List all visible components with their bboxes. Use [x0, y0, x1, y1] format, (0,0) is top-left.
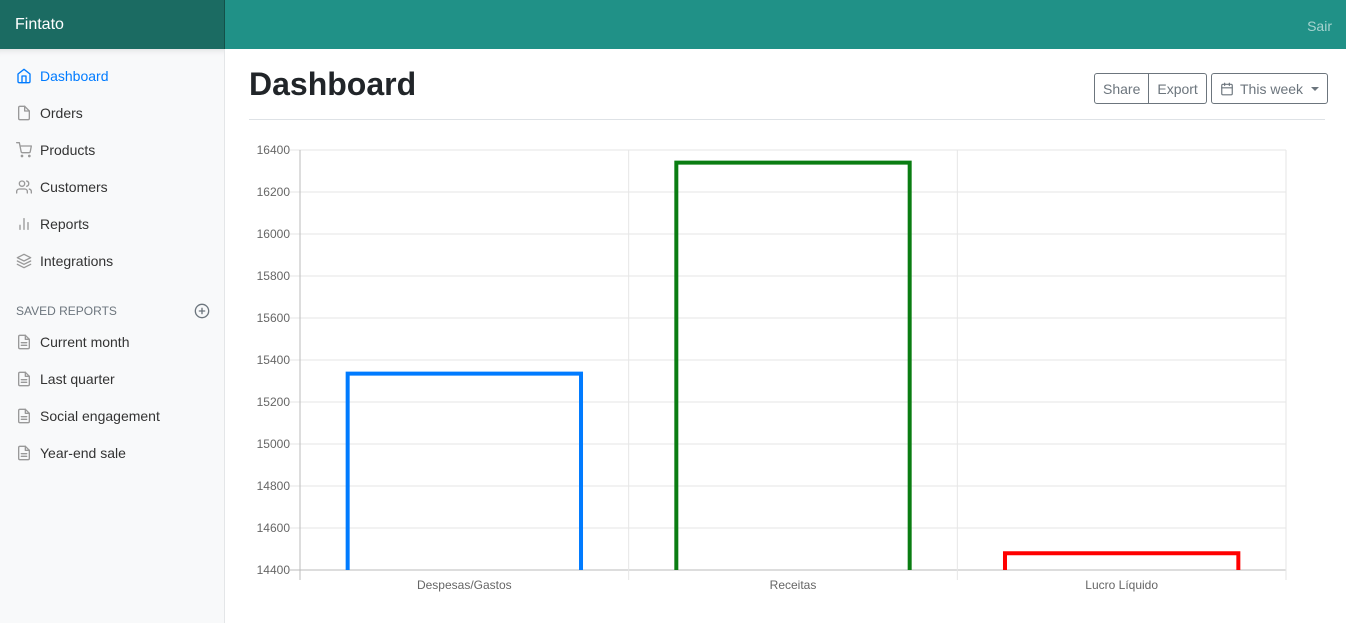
brand-logo[interactable]: Fintato	[0, 0, 225, 49]
y-tick-label: 16400	[257, 143, 291, 157]
sidebar-item-label: Dashboard	[40, 67, 109, 84]
y-tick-label: 14600	[257, 521, 291, 535]
file-text-icon	[16, 334, 32, 350]
export-button[interactable]: Export	[1149, 73, 1207, 104]
sidebar-item-label: Products	[40, 141, 96, 158]
saved-report-label: Year-end sale	[40, 444, 126, 461]
saved-report-social-engagement[interactable]: Social engagement	[0, 397, 224, 434]
saved-report-label: Social engagement	[40, 407, 160, 424]
file-icon	[16, 105, 32, 121]
share-export-group: Share Export	[1094, 73, 1207, 104]
file-text-icon	[16, 445, 32, 461]
caret-down-icon	[1311, 86, 1320, 91]
layers-icon	[16, 253, 32, 269]
cart-icon	[16, 141, 32, 158]
plus-circle-icon[interactable]	[194, 303, 210, 319]
sidebar-item-customers[interactable]: Customers	[0, 168, 224, 205]
y-tick-label: 15000	[257, 437, 291, 451]
file-text-icon	[16, 408, 32, 424]
period-dropdown[interactable]: This week	[1211, 73, 1329, 104]
sidebar-item-products[interactable]: Products	[0, 131, 224, 168]
top-navbar: Fintato Sair	[0, 0, 1346, 49]
bar-chart-icon	[16, 216, 32, 232]
saved-report-label: Last quarter	[40, 370, 115, 387]
users-icon	[16, 179, 32, 195]
sidebar-item-label: Orders	[40, 104, 83, 121]
y-tick-label: 15600	[257, 311, 291, 325]
sidebar-item-label: Integrations	[40, 252, 114, 269]
sidebar-item-dashboard[interactable]: Dashboard	[0, 57, 224, 94]
saved-report-label: Current month	[40, 333, 130, 350]
y-tick-label: 14400	[257, 563, 291, 577]
home-icon	[16, 68, 32, 84]
signout-link[interactable]: Sair	[1307, 18, 1332, 34]
sidebar-item-orders[interactable]: Orders	[0, 94, 224, 131]
sidebar-item-label: Customers	[40, 178, 108, 195]
y-tick-label: 14800	[257, 479, 291, 493]
saved-report-current-month[interactable]: Current month	[0, 323, 224, 360]
x-tick-label: Receitas	[770, 578, 817, 592]
sidebar-item-integrations[interactable]: Integrations	[0, 242, 224, 279]
saved-reports-heading: Saved reports	[16, 302, 210, 320]
x-tick-label: Despesas/Gastos	[417, 578, 512, 592]
sidebar-item-label: Reports	[40, 215, 90, 232]
bar-2[interactable]	[1002, 551, 1241, 570]
bar-1[interactable]	[674, 160, 912, 570]
saved-report-year-end-sale[interactable]: Year-end sale	[0, 434, 224, 471]
share-button[interactable]: Share	[1094, 73, 1150, 104]
saved-report-last-quarter[interactable]: Last quarter	[0, 360, 224, 397]
header-divider	[249, 119, 1325, 120]
calendar-icon	[1220, 82, 1234, 96]
saved-reports-title: Saved reports	[16, 304, 117, 318]
y-tick-label: 15800	[257, 269, 291, 283]
y-tick-label: 15400	[257, 353, 291, 367]
bar-0[interactable]	[345, 371, 584, 570]
file-text-icon	[16, 371, 32, 387]
period-label: This week	[1240, 80, 1304, 97]
sidebar: Dashboard Orders Products Customers Repo…	[0, 49, 225, 623]
bar-chart: 16400 16200 16000 15800 15600 15400 15200 15000…	[257, 143, 1287, 592]
y-tick-label: 16000	[257, 227, 291, 241]
sidebar-item-reports[interactable]: Reports	[0, 205, 224, 242]
page-title: Dashboard	[249, 66, 417, 102]
y-tick-label: 16200	[257, 185, 291, 199]
x-tick-label: Lucro Líquido	[1085, 578, 1158, 592]
y-tick-label: 15200	[257, 395, 291, 409]
